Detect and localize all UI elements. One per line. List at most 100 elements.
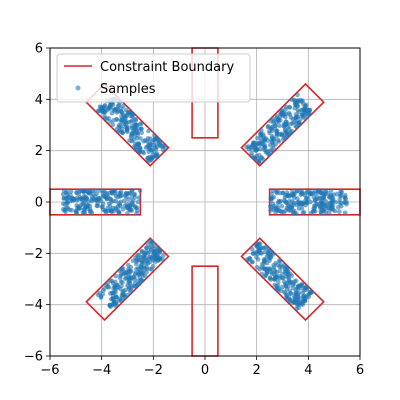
- sample-point: [133, 117, 139, 123]
- y-tick-label-4: 2: [35, 144, 43, 159]
- sample-point: [115, 194, 121, 200]
- sample-point: [280, 275, 286, 281]
- sample-point: [133, 125, 138, 131]
- sample-point: [97, 188, 102, 193]
- sample-point: [280, 190, 286, 196]
- sample-point: [89, 198, 94, 204]
- sample-point: [307, 290, 313, 296]
- sample-point: [251, 142, 257, 148]
- sample-point: [287, 126, 292, 131]
- sample-point: [62, 207, 68, 212]
- sample-point: [149, 147, 154, 153]
- sample-point: [335, 205, 341, 210]
- sample-point: [117, 298, 122, 303]
- sample-point: [279, 209, 284, 214]
- sample-point: [267, 275, 273, 281]
- sample-point: [143, 138, 148, 143]
- x-tick-label-1: −4: [92, 363, 111, 378]
- sample-point: [120, 130, 125, 136]
- sample-point: [295, 196, 300, 201]
- sample-point: [137, 145, 143, 151]
- sample-point: [263, 258, 268, 263]
- sample-point: [123, 107, 129, 113]
- sample-point: [122, 203, 128, 208]
- sample-point: [268, 205, 274, 210]
- sample-point: [278, 198, 284, 204]
- sample-point: [249, 259, 255, 265]
- sample-point: [131, 131, 137, 136]
- sample-point: [154, 142, 159, 147]
- sample-point: [303, 294, 308, 300]
- sample-point: [329, 206, 335, 212]
- sample-point: [304, 102, 309, 108]
- sample-point: [140, 273, 146, 278]
- sample-point: [155, 245, 161, 250]
- sample-point: [275, 262, 280, 268]
- sample-point: [135, 199, 141, 205]
- sample-point: [269, 135, 275, 140]
- sample-point: [143, 249, 149, 254]
- sample-point: [100, 191, 106, 196]
- sample-point: [104, 190, 109, 196]
- sample-point: [261, 265, 266, 270]
- sample-point: [298, 192, 304, 197]
- sample-point: [342, 210, 348, 216]
- sample-point: [295, 301, 300, 307]
- sample-point: [285, 193, 290, 198]
- sample-point: [90, 188, 95, 194]
- legend-dot-marker: [75, 85, 81, 91]
- x-tick-label-3: 0: [201, 363, 209, 378]
- sample-point: [246, 146, 252, 152]
- sample-point: [259, 138, 264, 144]
- sample-point: [113, 273, 119, 279]
- sample-point: [100, 204, 105, 210]
- sample-point: [129, 138, 135, 144]
- sample-point: [254, 153, 259, 158]
- sample-point: [149, 267, 154, 272]
- sample-point: [305, 200, 310, 206]
- sample-point: [284, 200, 289, 205]
- sample-point: [131, 274, 136, 280]
- sample-point: [122, 287, 128, 293]
- sample-point: [296, 109, 302, 115]
- sample-point: [295, 98, 300, 103]
- sample-point: [134, 266, 139, 272]
- sample-point: [316, 188, 321, 194]
- x-tick-label-5: 4: [304, 363, 312, 378]
- sample-point: [277, 259, 283, 264]
- sample-point: [276, 116, 281, 122]
- sample-point: [292, 105, 298, 111]
- sample-point: [139, 126, 144, 132]
- sample-point: [100, 291, 105, 297]
- sample-point: [279, 203, 285, 209]
- sample-point: [113, 205, 118, 211]
- sample-point: [331, 198, 336, 203]
- sample-point: [161, 253, 166, 258]
- sample-point: [109, 110, 115, 116]
- sample-point: [121, 112, 126, 118]
- sample-point: [271, 263, 276, 268]
- y-tick-label-2: −2: [24, 247, 43, 262]
- legend: Constraint Boundary Samples: [56, 53, 251, 103]
- y-tick-label-5: 4: [35, 93, 43, 108]
- sample-point: [105, 284, 111, 290]
- sample-point: [289, 298, 295, 303]
- sample-point: [108, 291, 113, 296]
- sample-point: [114, 302, 119, 307]
- sample-point: [157, 256, 162, 262]
- sample-point: [83, 194, 88, 200]
- x-tick-label-0: −6: [40, 363, 59, 378]
- sample-point: [141, 264, 147, 269]
- sample-point: [247, 255, 252, 261]
- sample-point: [269, 125, 275, 130]
- sample-point: [81, 209, 87, 215]
- sample-point: [323, 209, 329, 215]
- sample-point: [249, 150, 254, 156]
- sample-point: [109, 189, 115, 194]
- sample-point: [108, 196, 114, 202]
- legend-label-constraint-boundary: Constraint Boundary: [100, 60, 234, 75]
- sample-point: [257, 241, 263, 246]
- sample-point: [294, 124, 299, 129]
- axis-ticks: −6 −4 −2 0 2 4 6 −6 −4 −2 0 2 4 6: [24, 42, 364, 379]
- sample-point: [128, 290, 133, 295]
